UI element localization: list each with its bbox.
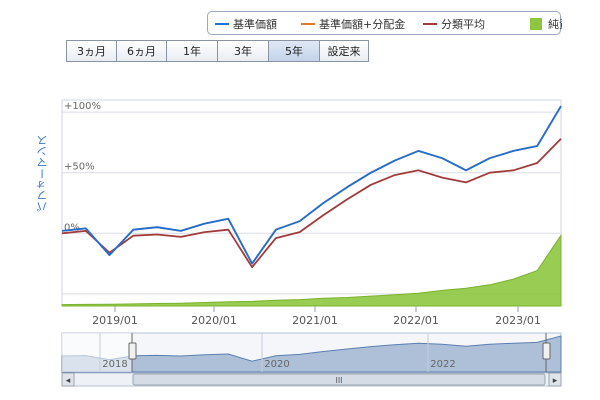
series-line <box>61 138 562 269</box>
navigator-handle[interactable] <box>542 342 551 360</box>
navigator-year-label: 2022 <box>430 359 455 370</box>
scroll-left-button[interactable] <box>61 372 75 387</box>
legend-label: 基準価額+分配金 <box>319 17 405 31</box>
net-assets-area <box>61 233 562 307</box>
range-6m-button[interactable]: 6ヵ月 <box>116 40 167 62</box>
navigator-year-label: 2020 <box>264 359 289 370</box>
range-3y-button[interactable]: 3年 <box>217 40 269 62</box>
legend-item[interactable]: 基準価額 <box>215 17 277 31</box>
legend-label: 純資産 <box>548 18 562 31</box>
y-tick-label: +100% <box>64 101 101 112</box>
navigator[interactable] <box>61 332 562 373</box>
x-tick-label: 2019/01 <box>92 314 138 327</box>
x-tick-label: 2022/01 <box>393 314 439 327</box>
plot-area <box>61 99 562 307</box>
x-tick-label: 2021/01 <box>292 314 338 327</box>
scrollbar-track[interactable] <box>61 372 562 387</box>
series-line <box>61 105 562 265</box>
range-1y-button[interactable]: 1年 <box>166 40 218 62</box>
navigator-year-label: 2018 <box>102 359 127 370</box>
navigator-mask <box>62 333 132 372</box>
y-axis-title: パフォーマンス <box>36 135 49 213</box>
y-tick-label: +50% <box>64 162 95 173</box>
range-selector: 3ヵ月 6ヵ月 1年 3年 5年 設定来 <box>66 40 369 62</box>
scroll-right-button[interactable] <box>548 372 562 387</box>
legend-item[interactable]: 分類平均 <box>423 18 485 31</box>
scrollbar-grip-icon: III <box>335 376 342 385</box>
scrollbar-thumb[interactable] <box>132 373 546 386</box>
scroll-right-arrow-icon: ▸ <box>553 376 558 386</box>
x-tick-label: 2020/01 <box>191 314 237 327</box>
legend-items: 基準価額 基準価額+分配金 分類平均 純資産 <box>215 17 581 31</box>
range-3m-button[interactable]: 3ヵ月 <box>66 40 117 62</box>
legend-item[interactable]: 基準価額+分配金 <box>301 17 405 31</box>
navigator-series <box>61 335 562 373</box>
range-5y-button[interactable]: 5年 <box>268 40 320 62</box>
navigator-handle[interactable] <box>128 342 137 360</box>
legend-label: 分類平均 <box>441 18 485 31</box>
range-since-inception-button[interactable]: 設定来 <box>319 40 369 62</box>
legend-swatch <box>530 18 542 30</box>
legend-item[interactable]: 純資産 <box>530 18 581 31</box>
y-tick-label: 0% <box>64 222 80 233</box>
series-line <box>61 105 562 265</box>
legend-label: 基準価額 <box>233 17 277 31</box>
x-tick-label: 2023/01 <box>495 314 541 327</box>
scroll-left-arrow-icon: ◂ <box>66 376 71 386</box>
legend: 基準価額 基準価額+分配金 分類平均 純資産 <box>207 11 581 35</box>
